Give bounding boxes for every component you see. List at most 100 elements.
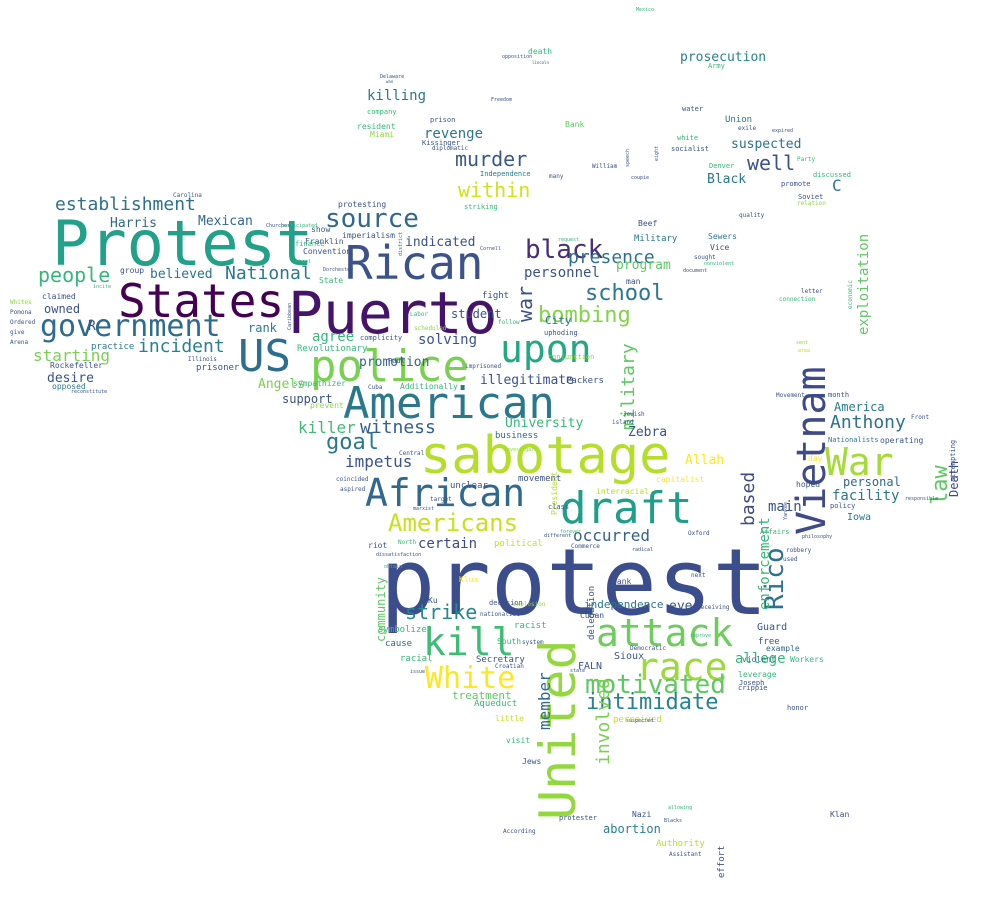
word-white: white [677, 134, 699, 142]
word-water: water [682, 105, 704, 113]
word-imperialism: imperialism [342, 231, 395, 240]
word-coupie: coupie [631, 175, 650, 181]
word-abortion: abortion [603, 822, 661, 836]
word-month: month [828, 391, 850, 399]
word-state: state [570, 668, 586, 674]
word-murder: murder [455, 147, 528, 171]
word-authority: Authority [656, 839, 705, 849]
word-african: African [365, 471, 526, 515]
word-sewers: Sewers [708, 232, 737, 241]
word-racist: racist [514, 621, 547, 631]
word-army: Army [708, 62, 725, 70]
word-north: North [398, 539, 417, 546]
word-little: little [495, 714, 524, 723]
word-member: member [535, 672, 554, 730]
word-zebra: Zebra [628, 425, 668, 440]
word-joseph: Joseph [739, 679, 765, 687]
word-yankee: Yankee [783, 501, 789, 520]
word-vice: Vice [710, 243, 730, 252]
word-company: company [367, 108, 397, 116]
word-conjunction: conjunction [548, 353, 595, 361]
word-blacks: Blacks [664, 818, 683, 824]
word-cuba: Cuba [368, 384, 383, 391]
word-used: used [783, 556, 798, 563]
word-eight: eight [654, 145, 660, 161]
word-based: based [738, 471, 759, 526]
word-involved: involved [593, 678, 614, 765]
word-main: main [768, 499, 802, 515]
word-university: University [505, 416, 584, 431]
word-cornell: Cornell [480, 246, 502, 252]
word-day: day [808, 454, 823, 463]
word-striking: striking [464, 203, 498, 211]
word-arena: Arena [10, 339, 29, 346]
word-iowa: Iowa [847, 512, 872, 523]
word-explosion: explosion [513, 601, 546, 608]
word-paul: Paul [388, 357, 405, 365]
word-soviet: Soviet [798, 193, 824, 201]
word-incident: incident [138, 336, 225, 357]
word-wan: wan [386, 79, 394, 84]
word-beef: Beef [638, 219, 658, 228]
word-certain: certain [418, 536, 478, 552]
word-within: within [458, 178, 531, 202]
word-draft: draft [560, 483, 693, 534]
word-show: show [311, 225, 331, 234]
word-time: time [720, 563, 737, 571]
word-city: City [545, 314, 572, 327]
word-sympathizer: sympathizer [293, 379, 346, 388]
word-pomona: Pomona [10, 309, 32, 316]
word-exile: exile [738, 125, 757, 132]
word-anthony: Anthony [830, 412, 906, 433]
word-bank: Bank [565, 120, 585, 129]
word-issue: issue [410, 669, 426, 675]
word-race: race [636, 645, 728, 689]
word-uphoding: uphoding [544, 329, 578, 337]
word-effort: effort [717, 845, 727, 878]
word-r: R [88, 319, 96, 334]
word-receiving: receiving [697, 604, 730, 611]
word-oxford: Oxford [688, 530, 710, 537]
word-political: political [494, 539, 543, 549]
word-police: police [310, 341, 469, 392]
word-occurred: occurred [573, 526, 651, 545]
word-revenge: revenge [424, 126, 484, 142]
word-intimidate: intimidate [586, 690, 719, 715]
word-mexico: Mexico [636, 7, 655, 13]
word-incite: incite [93, 284, 112, 290]
word-convention: Convention [303, 247, 352, 256]
word-fight: fight [482, 291, 510, 301]
word-protester: protester [559, 814, 597, 822]
word-hoped: hoped [796, 480, 821, 489]
word-nazi: Nazi [632, 810, 652, 819]
word-support: support [282, 392, 333, 406]
word-black: black [525, 235, 604, 265]
word-target: target [430, 496, 452, 503]
word-mexican: Mexican [198, 214, 253, 229]
word-starting: starting [33, 346, 111, 365]
word-radical: radical [632, 547, 654, 553]
word-robbery: robbery [786, 547, 812, 554]
word-c: C [832, 176, 842, 195]
word-document: document [683, 268, 708, 274]
word-opposed: opposed [52, 382, 86, 391]
word-allowing: allowing [668, 805, 693, 811]
word-party: Party [797, 156, 816, 163]
word-racial: racial [400, 654, 433, 664]
word-socialist: socialist [671, 145, 709, 153]
word-improve: improve [690, 633, 712, 639]
word-economic: economic [847, 280, 854, 309]
word-dissatisfaction: dissatisfaction [376, 552, 422, 558]
word-group: group [120, 266, 145, 275]
word-imprisoned: imprisoned [465, 363, 502, 370]
word-bank: bank [612, 577, 632, 586]
word-sioux: Sioux [614, 651, 645, 662]
word-student: student [451, 307, 502, 321]
word-attempting: attempting [949, 439, 957, 482]
word-island: island [612, 419, 634, 426]
word-war: War [825, 440, 894, 484]
word-treatment: treatment [452, 689, 512, 702]
word-ku: Ku [428, 596, 438, 605]
word-death: death [528, 47, 553, 56]
word-solving: solving [418, 332, 478, 348]
